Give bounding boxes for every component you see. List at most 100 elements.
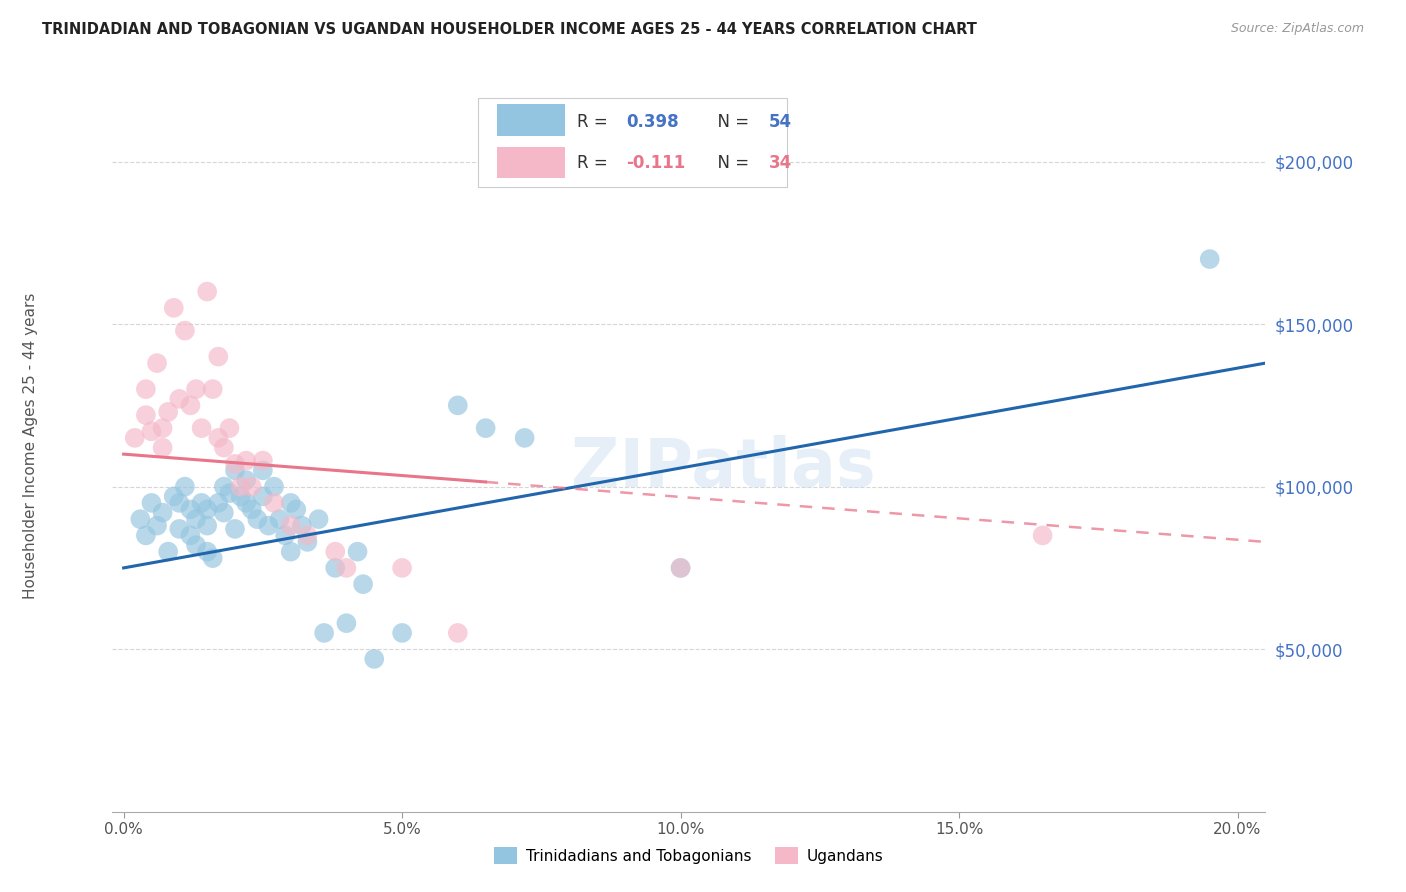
Point <box>135 382 157 396</box>
Point <box>179 398 201 412</box>
Point <box>169 392 191 406</box>
Point <box>391 561 413 575</box>
FancyBboxPatch shape <box>496 104 565 136</box>
Point <box>447 398 470 412</box>
Point <box>252 453 274 467</box>
Text: -0.111: -0.111 <box>627 154 686 172</box>
Point <box>257 518 280 533</box>
Point <box>163 301 186 315</box>
Point <box>207 350 229 364</box>
Text: 54: 54 <box>769 113 792 131</box>
Point <box>146 356 169 370</box>
Point <box>474 421 496 435</box>
Point <box>146 518 169 533</box>
Point <box>235 453 257 467</box>
Point <box>240 480 263 494</box>
Legend: Trinidadians and Tobagonians, Ugandans: Trinidadians and Tobagonians, Ugandans <box>488 841 890 870</box>
Point <box>447 626 470 640</box>
Text: N =: N = <box>707 154 754 172</box>
Point <box>285 502 308 516</box>
Point <box>280 518 302 533</box>
Point <box>195 502 218 516</box>
Point <box>218 421 240 435</box>
Text: Householder Income Ages 25 - 44 years: Householder Income Ages 25 - 44 years <box>24 293 38 599</box>
Point <box>229 480 252 494</box>
Point <box>229 489 252 503</box>
Point <box>669 561 692 575</box>
Point <box>352 577 374 591</box>
Point <box>669 561 692 575</box>
Point <box>173 324 195 338</box>
Point <box>184 538 207 552</box>
FancyBboxPatch shape <box>496 147 565 178</box>
Point <box>141 425 163 439</box>
Point <box>212 506 235 520</box>
Point <box>1198 252 1220 266</box>
Point <box>323 561 346 575</box>
Point <box>135 528 157 542</box>
Point <box>240 502 263 516</box>
Point <box>173 480 195 494</box>
Point <box>280 544 302 558</box>
Point <box>224 463 246 477</box>
Point <box>513 431 536 445</box>
Point <box>135 408 157 422</box>
Point <box>335 561 357 575</box>
Point <box>169 522 191 536</box>
Point <box>252 463 274 477</box>
Point <box>269 512 291 526</box>
Point <box>201 382 224 396</box>
Point <box>157 544 180 558</box>
Text: R =: R = <box>576 154 613 172</box>
Point <box>157 405 180 419</box>
Point <box>252 489 274 503</box>
Point <box>124 431 146 445</box>
Point <box>129 512 152 526</box>
Point <box>297 528 319 542</box>
Point <box>280 496 302 510</box>
Point <box>263 480 285 494</box>
Point <box>235 473 257 487</box>
Point <box>184 512 207 526</box>
Point <box>152 441 174 455</box>
Text: ZIPatlas: ZIPatlas <box>571 435 876 501</box>
Point <box>212 480 235 494</box>
Point <box>212 441 235 455</box>
Point <box>190 496 212 510</box>
Point <box>207 431 229 445</box>
Point <box>141 496 163 510</box>
Point <box>323 544 346 558</box>
Point <box>152 421 174 435</box>
Text: TRINIDADIAN AND TOBAGONIAN VS UGANDAN HOUSEHOLDER INCOME AGES 25 - 44 YEARS CORR: TRINIDADIAN AND TOBAGONIAN VS UGANDAN HO… <box>42 22 977 37</box>
Point <box>235 496 257 510</box>
Point <box>195 544 218 558</box>
Point <box>335 616 357 631</box>
Point <box>263 496 285 510</box>
Point <box>308 512 330 526</box>
Point <box>195 518 218 533</box>
Point <box>179 502 201 516</box>
Point <box>363 652 385 666</box>
Point <box>179 528 201 542</box>
Point <box>169 496 191 510</box>
Text: 0.398: 0.398 <box>627 113 679 131</box>
Text: R =: R = <box>576 113 613 131</box>
Point <box>297 535 319 549</box>
Point <box>152 506 174 520</box>
Text: Source: ZipAtlas.com: Source: ZipAtlas.com <box>1230 22 1364 36</box>
Point <box>224 457 246 471</box>
Point <box>391 626 413 640</box>
Point <box>346 544 368 558</box>
Point <box>201 551 224 566</box>
Point <box>224 522 246 536</box>
Point <box>314 626 336 640</box>
Point <box>1032 528 1054 542</box>
Point <box>274 528 297 542</box>
Point <box>195 285 218 299</box>
Point <box>291 518 314 533</box>
Text: 34: 34 <box>769 154 792 172</box>
FancyBboxPatch shape <box>478 98 787 187</box>
Text: N =: N = <box>707 113 754 131</box>
Point <box>184 382 207 396</box>
Point <box>163 489 186 503</box>
